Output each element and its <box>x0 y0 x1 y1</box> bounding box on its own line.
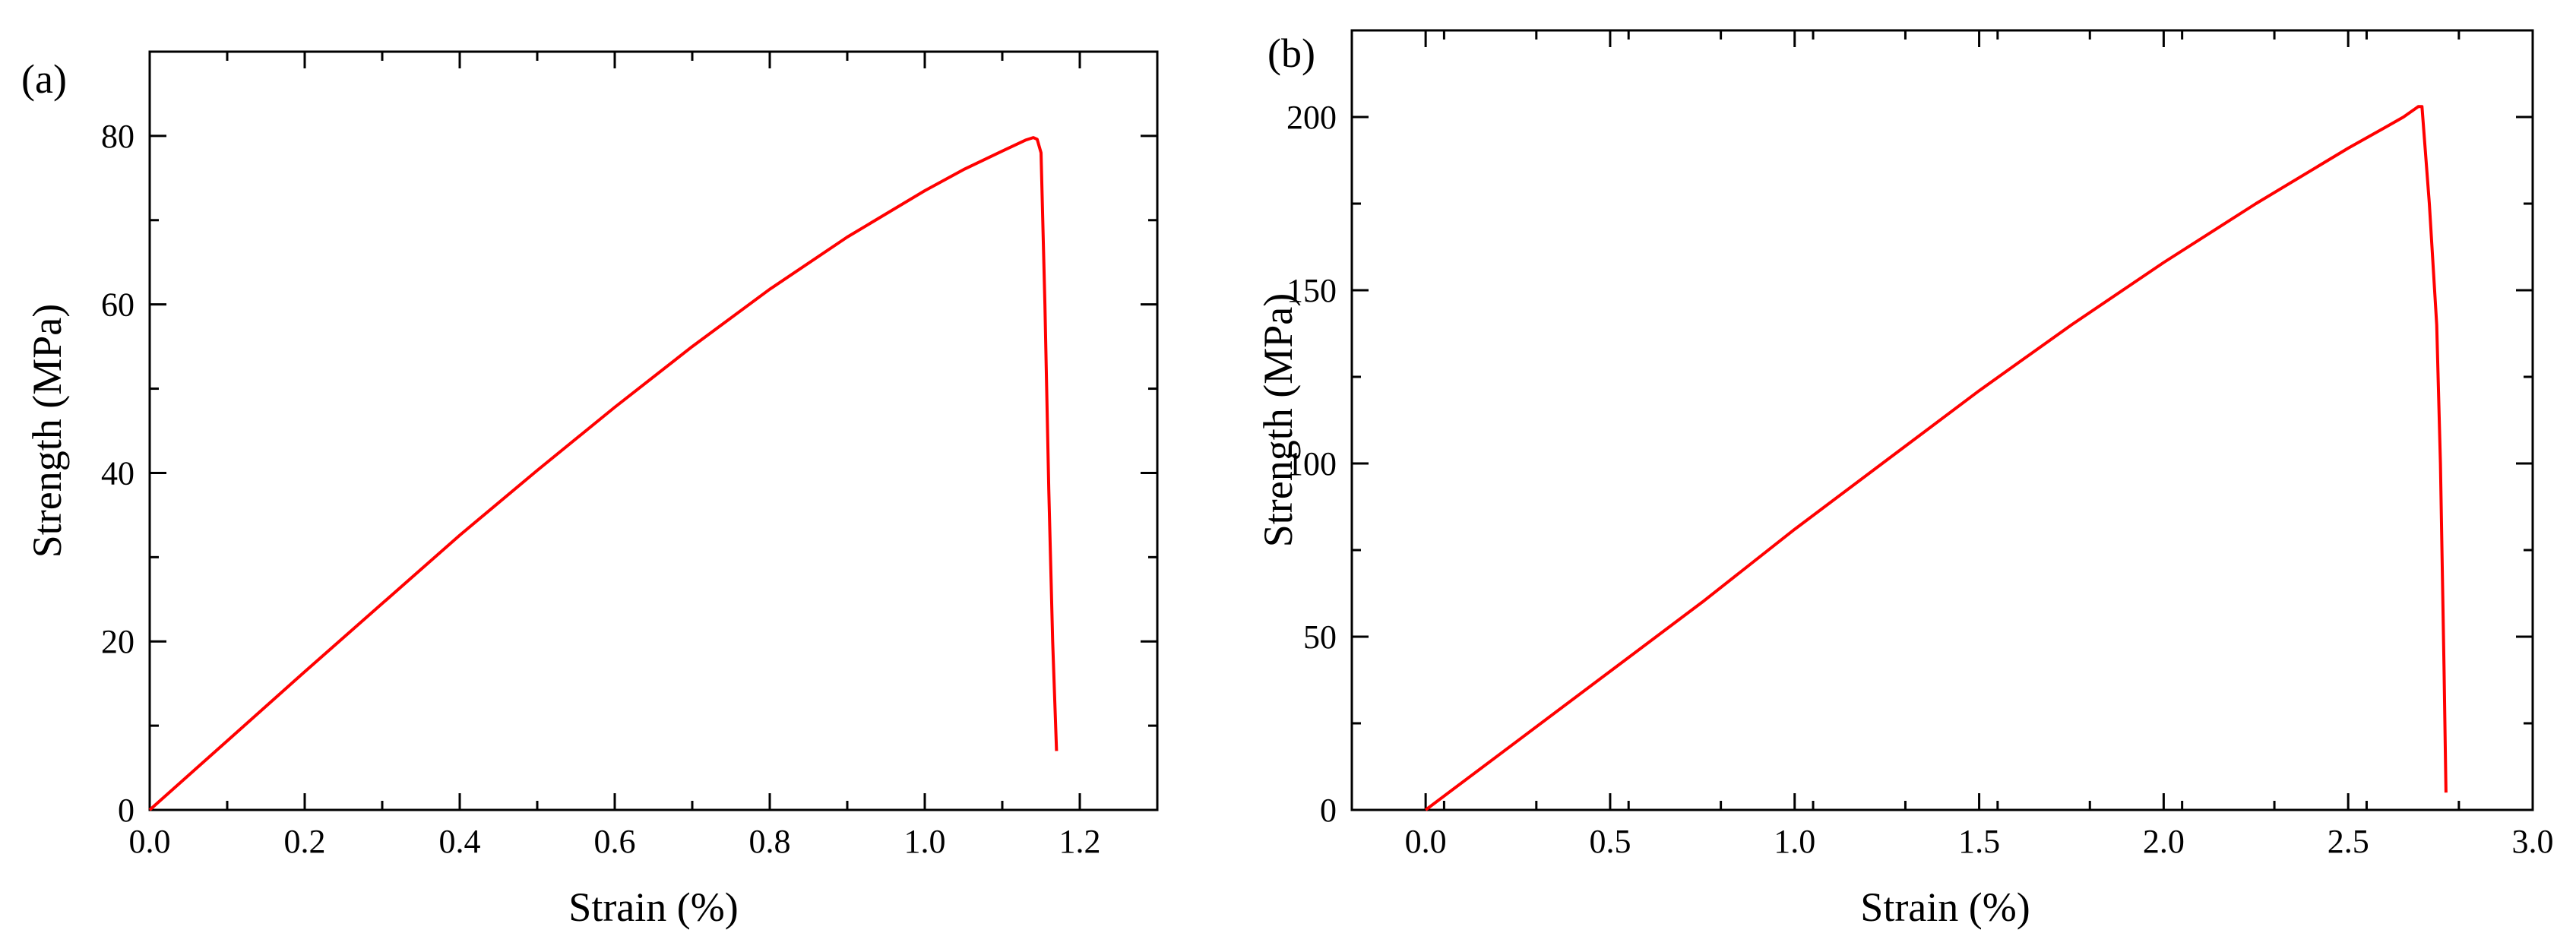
x-axis-title-b: Strain (%) <box>1860 884 2030 930</box>
y-axis-title-a: Strength (MPa) <box>24 304 70 558</box>
x-tick-label-a: 0.0 <box>129 823 171 860</box>
x-tick-label-b: 1.5 <box>1958 823 2000 860</box>
chart-panel-a: (a) 0.0 0.2 0.4 0.6 0.8 1.0 1.2 0 20 40 60 80 Stra… <box>21 50 1159 930</box>
y-axis-title-b: Strength (MPa) <box>1255 293 1301 547</box>
series-line-b <box>1424 105 2448 811</box>
y-tick-label-b: 200 <box>1286 99 1337 136</box>
x-tick-label-a: 0.2 <box>284 823 326 860</box>
x-tick-label-b: 1.0 <box>1774 823 1815 860</box>
x-ticks-b: 0.0 0.5 1.0 1.5 2.0 2.5 3.0 <box>1350 30 2554 860</box>
y-tick-label-a: 0 <box>118 792 134 829</box>
x-tick-label-b: 0.0 <box>1405 823 1447 860</box>
y-tick-label-b: 50 <box>1303 618 1337 656</box>
y-tick-label-b: 100 <box>1286 445 1337 482</box>
y-tick-label-a: 60 <box>101 286 134 324</box>
x-tick-label-b: 2.5 <box>2328 823 2369 860</box>
panel-label-a: (a) <box>21 56 67 102</box>
x-axis-title-a: Strain (%) <box>568 884 738 930</box>
y-tick-label-a: 20 <box>101 623 134 660</box>
x-tick-label-a: 1.2 <box>1059 823 1101 860</box>
y-tick-label-b: 150 <box>1286 272 1337 309</box>
x-tick-label-a: 1.0 <box>904 823 946 860</box>
x-tick-label-b: 2.0 <box>2143 823 2185 860</box>
plot-frame-a <box>148 50 1159 811</box>
panel-label-b: (b) <box>1267 30 1315 76</box>
x-ticks-a: 0.0 0.2 0.4 0.6 0.8 1.0 1.2 <box>129 52 1159 860</box>
y-tick-label-a: 80 <box>101 118 134 155</box>
plot-frame-b <box>1350 29 2534 811</box>
chart-panel-b: (b) 0.0 0.5 1.0 1.5 2.0 2.5 3.0 0 50 100 150 200 S… <box>1255 29 2554 930</box>
y-ticks-b: 0 50 100 150 200 <box>1286 29 2533 829</box>
y-ticks-a: 0 20 40 60 80 <box>101 50 1157 829</box>
series-line-a <box>148 136 1059 811</box>
y-tick-label-a: 40 <box>101 454 134 492</box>
x-tick-label-a: 0.4 <box>439 823 481 860</box>
x-tick-label-a: 0.8 <box>749 823 791 860</box>
x-tick-label-a: 0.6 <box>594 823 636 860</box>
x-tick-label-b: 0.5 <box>1589 823 1631 860</box>
x-tick-label-b: 3.0 <box>2512 823 2554 860</box>
y-tick-label-b: 0 <box>1320 792 1337 829</box>
